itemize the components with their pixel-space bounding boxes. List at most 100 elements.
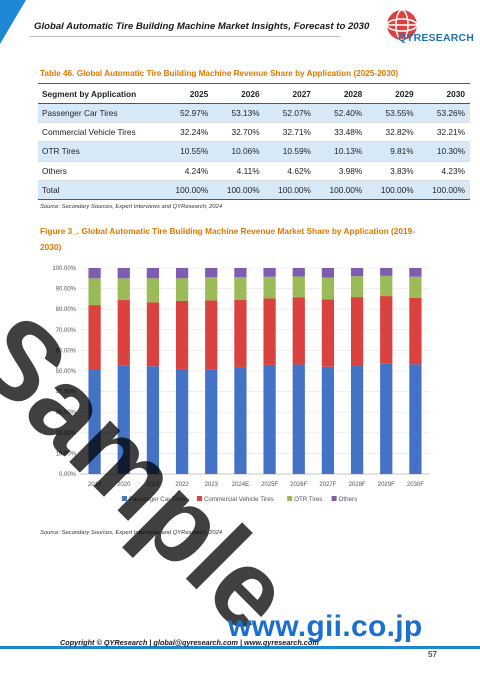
bar-segment [350,366,364,474]
y-tick-label: 90.00% [56,287,77,293]
table-cell: 10.59% [264,141,316,162]
table-cell: 4.23% [418,161,470,181]
bar-segment [234,299,247,367]
table-cell: 100.00% [418,179,470,200]
table-header-row: Segment by Application 2025 2026 2027 20… [38,83,470,104]
bar-segment [292,364,305,474]
bar-segment [117,268,130,279]
revenue-share-table: Segment by Application 2025 2026 2027 20… [38,83,470,200]
table-cell: 4.62% [264,161,316,181]
table-header-cell: 2025 [161,83,214,104]
table-header-cell: 2028 [315,83,368,104]
table-cell: 32.21% [418,122,470,143]
table-header-cell: 2030 [418,83,470,104]
bar-segment [205,277,218,301]
table-cell: 52.07% [264,103,316,124]
y-tick-label: 30.00% [56,410,77,416]
bar-segment [146,366,160,474]
x-tick-label: 2029F [378,482,395,488]
footer-rule [0,646,480,649]
header-divider [30,36,340,37]
bar-segment [380,296,393,364]
bar-segment [205,300,218,370]
page-number: 57 [428,650,437,659]
table-cell: 10.55% [161,141,214,162]
x-tick-label: 2027F [319,482,336,488]
bar-segment [88,369,101,474]
table-total-row: Total 100.00% 100.00% 100.00% 100.00% 10… [38,179,470,200]
bar-segment [234,268,247,278]
table-cell: 10.06% [213,141,265,162]
bar-segment [409,268,422,277]
table-cell: 100.00% [264,179,316,200]
qyresearch-logo [386,9,418,41]
y-tick-label: 20.00% [56,431,77,437]
bar-segment [321,366,335,474]
bar-segment [321,277,335,300]
table-row: OTR Tires 10.55% 10.06% 10.59% 10.13% 9.… [38,141,470,162]
x-tick-label: 2026F [290,482,307,488]
table-cell: 32.82% [367,122,419,143]
bar-segment [263,364,276,474]
y-tick-label: 0.00% [59,472,77,478]
x-tick-label: 2019 [88,482,102,488]
table-cell: Commercial Vehicle Tires [38,122,162,143]
bar-segment [292,297,305,365]
table-header-cell: 2026 [213,83,265,104]
table-header-cell: 2029 [367,83,419,104]
legend-label: Commercial Vehicle Tires [204,496,274,503]
table-cell: 100.00% [161,179,214,200]
y-tick-label: 50.00% [56,369,77,375]
header-accent-shape [0,0,26,44]
y-tick-label: 80.00% [56,307,77,313]
bar-segment [292,268,305,277]
bar-segment [205,268,218,278]
table-cell: 100.00% [213,179,265,200]
table-title: Table 46. Global Automatic Tire Building… [40,69,399,78]
legend-swatch [196,496,202,501]
bar-segment [117,299,130,366]
bar-segment [117,365,130,474]
bar-segment [146,268,160,279]
bar-segment [263,268,276,277]
bar-segment [409,297,422,365]
table-cell: 53.26% [418,103,470,124]
bar-segment [146,278,160,303]
bar-segment [175,278,189,301]
bar-segment [234,366,247,474]
x-tick-label: 2022 [175,482,189,488]
y-tick-label: 10.00% [56,451,77,457]
x-tick-label: 2030F [407,482,424,488]
table-cell: 32.24% [161,122,214,143]
bar-segment [175,368,189,474]
table-cell: 9.81% [367,141,419,162]
bar-segment [380,267,393,276]
table-cell: 32.70% [213,122,265,143]
bar-segment [321,299,335,367]
bar-segment [117,278,130,300]
bar-segment [350,268,364,277]
y-tick-label: 100.00% [52,266,76,272]
table-cell: 100.00% [315,179,368,200]
table-cell: 10.13% [315,141,368,162]
bar-segment [175,300,189,369]
bar-segment [409,364,422,474]
bar-segment [146,302,160,367]
report-title: Global Automatic Tire Building Machine M… [34,21,370,32]
table-source-note: Source: Secondary Sources, Expert Interv… [40,204,223,210]
table-cell: Others [38,161,162,181]
bar-segment [263,298,276,365]
bar-segment [175,268,189,279]
table-cell: 32.71% [264,122,316,143]
legend-label: Others [339,496,358,503]
bar-segment [321,268,335,278]
table-cell: 52.97% [161,103,214,124]
table-cell: 3.83% [367,161,419,181]
table-header-cell: 2027 [264,83,316,104]
table-row: Others 4.24% 4.11% 4.62% 3.98% 3.83% 4.2… [38,161,470,181]
table-cell: 10.30% [418,141,470,162]
legend-swatch [331,496,337,501]
legend-label: Passenger Car Tires [129,496,185,503]
x-tick-label: 2028F [349,482,366,488]
table-cell: 100.00% [367,179,419,200]
